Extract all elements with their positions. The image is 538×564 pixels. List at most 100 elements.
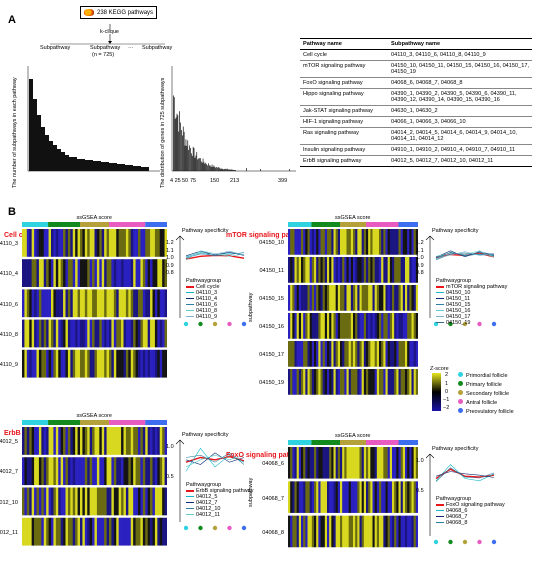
histogram-bar [29, 79, 33, 171]
specificity-title: Pathway specificity [432, 228, 479, 234]
stage-dot [462, 321, 468, 327]
subpathway-row-label: 04110_3 [0, 241, 18, 248]
histogram-bar [141, 167, 149, 171]
histogram-bar [41, 127, 45, 171]
stage-legend: Primordial follicle Primary follicle Sec… [458, 372, 514, 417]
specificity-chart [175, 235, 247, 327]
legend-line-icon [186, 316, 194, 318]
histogram-bar [45, 135, 49, 171]
legend-label: 04110_8 [196, 308, 218, 315]
flow-arrows [50, 24, 165, 45]
stage-legend-item: Primary follicle [458, 381, 514, 390]
table-row: FoxO signaling pathway 04068_6, 04068_7, … [300, 77, 532, 89]
histogram-bar [209, 165, 210, 171]
subpathway-ellipsis: ··· [128, 45, 134, 51]
histogram-bar [185, 139, 187, 171]
specificity-ytick: 1.0 [416, 255, 424, 261]
subpathway-row-label: 04150_19 [259, 380, 284, 386]
pathway-table-wrap: Pathway name Subpathway name Cell cycle 0… [300, 38, 532, 167]
legend-label: 04012_5 [196, 494, 218, 501]
specificity-ytick: 0.9 [166, 262, 174, 269]
specificity-line [185, 250, 245, 258]
specificity-line [435, 251, 495, 259]
right-hist-ylabel: The distribution of genes in 725 subpath… [160, 77, 166, 188]
stage-color-bar [288, 222, 312, 227]
histogram-bar [231, 169, 233, 171]
stage-dot [433, 539, 439, 545]
stage-dot [241, 525, 247, 531]
legend-label: 04012_11 [196, 512, 221, 519]
table-row: Cell cycle 04110_3, 04110_6, 04110_8, 041… [300, 49, 532, 61]
block-title: mTOR signaling pathway [226, 232, 310, 239]
legend-label: 04150_15 [446, 302, 471, 309]
subpathway-name-cell: 04390_1, 04390_2, 04390_5, 04390_6, 0439… [388, 88, 532, 106]
stage-color-bar [109, 420, 146, 425]
subpathway-row-label: 04150_11 [259, 268, 284, 274]
histogram-bar [93, 161, 101, 171]
legend-line-icon [186, 502, 194, 504]
table-row: Insulin signaling pathway 04910_1, 04910_… [300, 144, 532, 156]
legend-item: mTOR signaling pathway [436, 284, 507, 290]
pathway-name-cell: FoxO signaling pathway [300, 77, 388, 89]
specificity-line [185, 254, 245, 260]
subpathway-label-1: Subpathway [40, 45, 71, 51]
histogram-bar [191, 155, 193, 171]
stage-dot [462, 539, 468, 545]
subpathway-row-label: 04012_10 [0, 499, 18, 506]
histogram-bar [260, 169, 261, 171]
pathwaygroup-legend: Pathwaygroup mTOR signaling pathway 04150_… [436, 278, 507, 326]
histogram-bar [226, 168, 227, 171]
histogram-bar [77, 159, 85, 171]
histogram-bar [289, 169, 290, 171]
legend-item: 04012_5 [186, 494, 253, 500]
histogram-bar [209, 165, 211, 171]
stage-dot [183, 321, 189, 327]
subpathway-row-label: 04110_4 [0, 271, 18, 278]
histogram-bar [210, 166, 212, 171]
histogram-bar [200, 161, 202, 171]
stage-color-bar [340, 222, 366, 227]
legend-item: Cell cycle [186, 284, 221, 290]
ssgsea-label: ssGSEA score [335, 215, 371, 221]
histogram-bar [216, 166, 217, 171]
zscore-title: Z-score [430, 366, 449, 372]
histogram-bar [200, 158, 201, 171]
histogram-bar [194, 157, 196, 171]
histogram-bar [65, 155, 69, 171]
subpathway-row-label: 04110_6 [0, 301, 18, 308]
histogram-bar [232, 169, 234, 171]
subpathway-name-cell: 04014_2, 04014_5, 04014_6, 04014_9, 0401… [388, 127, 532, 145]
subpathway-row-label: 04012_7 [0, 469, 18, 476]
legend-label: 04068_6 [446, 508, 468, 515]
histogram-bar [192, 146, 194, 171]
subpathway-row-label: 04150_10 [259, 240, 284, 246]
specificity-chart [175, 439, 247, 531]
histogram-bar [101, 162, 109, 171]
histogram-bar [173, 97, 175, 171]
legend-label: 04150_16 [446, 308, 471, 315]
legend-item: 04150_11 [436, 296, 507, 302]
histogram-bar [53, 145, 57, 171]
legend-label: 04150_19 [446, 320, 471, 327]
specificity-line [435, 467, 495, 482]
histogram-bar [186, 145, 188, 171]
specificity-line [185, 252, 245, 259]
histogram-bar [219, 168, 221, 171]
specificity-chart [425, 453, 497, 545]
stage-name: Antral follicle [466, 400, 498, 406]
legend-item: 04012_10 [186, 506, 253, 512]
subpathway-name-cell: 04068_6, 04068_7, 04068_8 [388, 77, 532, 89]
legend-line-icon [436, 522, 444, 524]
histogram-bar [198, 158, 199, 171]
stage-color-bar [311, 222, 340, 227]
legend-line-icon [186, 292, 194, 294]
stage-legend-item: Primordial follicle [458, 372, 514, 381]
pathway-name-cell: HIF-1 signaling pathway [300, 116, 388, 128]
ssgsea-heatmap [288, 222, 418, 395]
legend-label: 04012_7 [196, 500, 218, 507]
legend-item: 04150_15 [436, 302, 507, 308]
legend-label: 04068_8 [446, 520, 468, 527]
subpathway-row-label: 04150_17 [259, 352, 284, 358]
specificity-chart [425, 235, 497, 327]
stage-dot [448, 321, 453, 327]
